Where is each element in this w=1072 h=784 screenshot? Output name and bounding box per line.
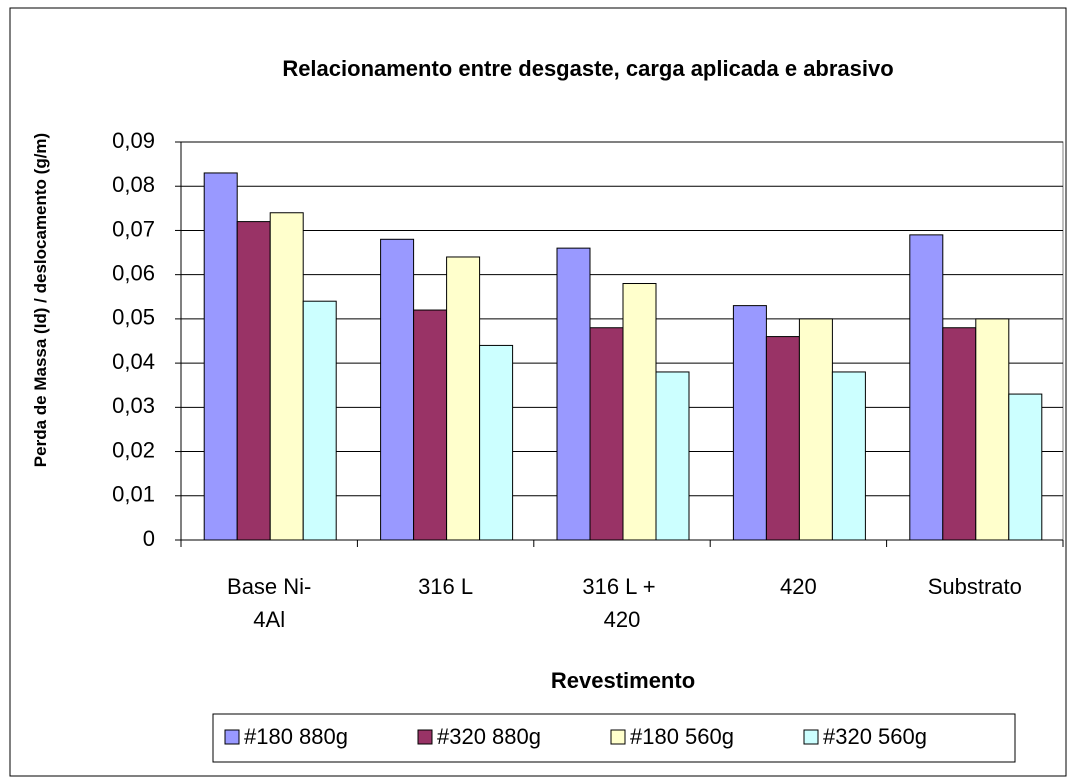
bar: [479, 344, 514, 541]
bar: [1008, 393, 1043, 541]
bar: [798, 318, 833, 541]
legend-swatch: [417, 729, 433, 745]
x-axis-label: Revestimento: [551, 668, 695, 693]
bar: [831, 371, 866, 541]
x-tick-label: 316 L + 420: [582, 574, 661, 632]
y-tick-label: 0,04: [112, 349, 155, 374]
bar: [413, 309, 448, 541]
bar: [622, 283, 657, 541]
bar: [732, 305, 767, 541]
bar: [236, 221, 271, 541]
bar: [909, 234, 944, 541]
x-tick-label: Base Ni-4Al: [227, 574, 311, 632]
bar: [765, 336, 800, 541]
legend-label: #180 560g: [630, 724, 734, 749]
legend-swatch: [224, 729, 240, 745]
bar: [269, 212, 304, 541]
legend-label: #180 880g: [244, 724, 348, 749]
y-tick-label: 0,07: [112, 216, 155, 241]
y-axis-label: Perda de Massa (Id) / deslocamento (g/m): [31, 133, 50, 467]
bar: [302, 300, 337, 541]
legend-label: #320 560g: [823, 724, 927, 749]
bar: [942, 327, 977, 541]
legend-swatch: [610, 729, 626, 745]
x-tick-label: Substrato: [928, 574, 1022, 599]
y-tick-label: 0: [143, 526, 155, 551]
legend-swatch: [803, 729, 819, 745]
chart-title: Relacionamento entre desgaste, carga apl…: [282, 56, 893, 81]
legend-label: #320 880g: [437, 724, 541, 749]
y-tick-label: 0,08: [112, 172, 155, 197]
y-tick-label: 0,03: [112, 393, 155, 418]
bar: [380, 238, 415, 541]
bar: [655, 371, 690, 541]
x-tick-label: 316 L: [418, 574, 473, 599]
y-tick-label: 0,02: [112, 437, 155, 462]
bar: [556, 247, 591, 541]
y-tick-label: 0,01: [112, 482, 155, 507]
bar: [975, 318, 1010, 541]
bar: [589, 327, 624, 541]
x-tick-label: 420: [780, 574, 817, 599]
y-tick-label: 0,06: [112, 260, 155, 285]
y-tick-label: 0,09: [112, 128, 155, 153]
y-tick-label: 0,05: [112, 305, 155, 330]
bar: [446, 256, 481, 541]
bar: [203, 172, 238, 541]
